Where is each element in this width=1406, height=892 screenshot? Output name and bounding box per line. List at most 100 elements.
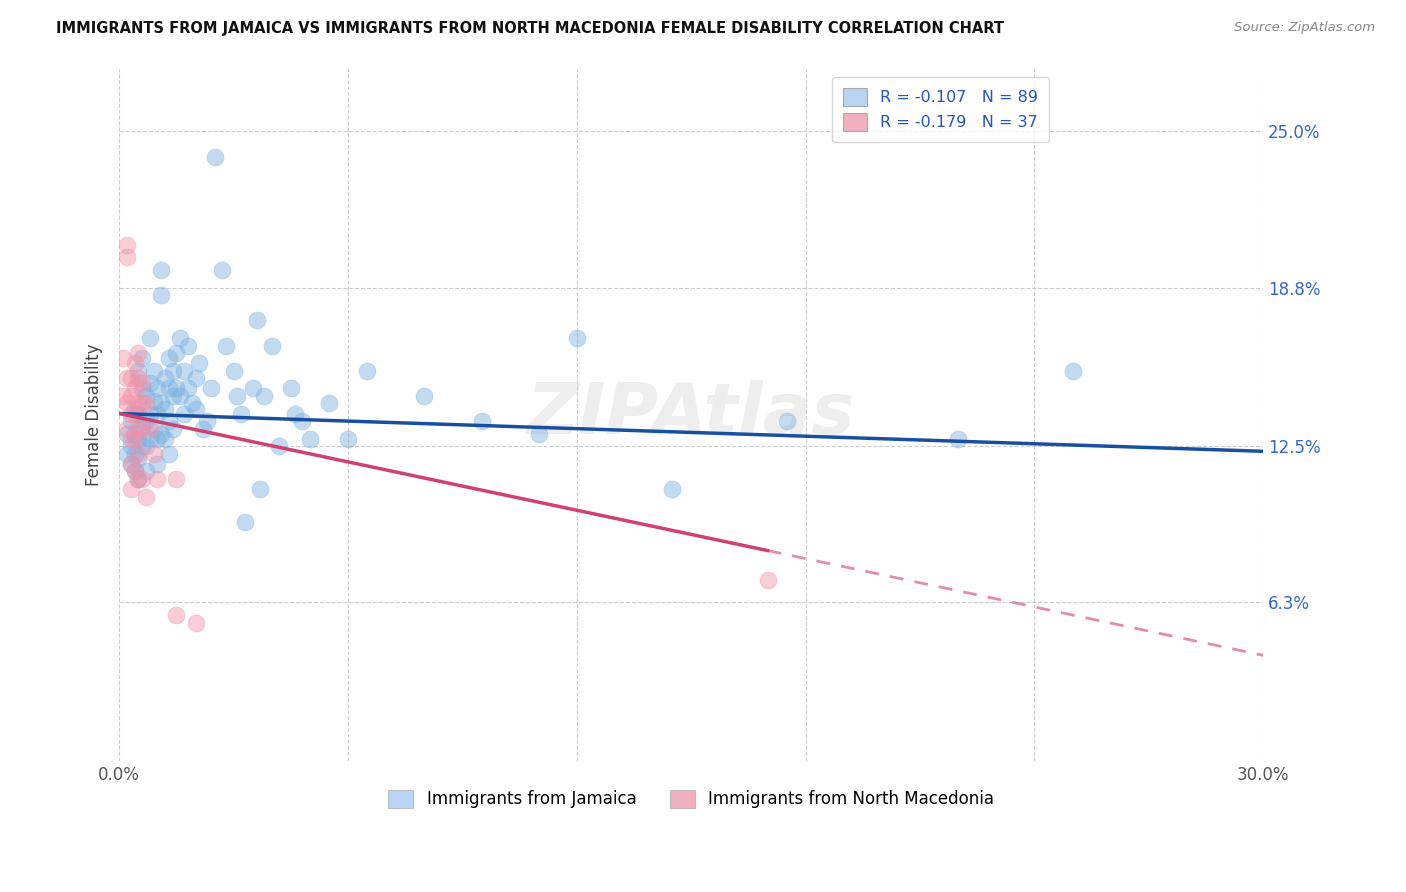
Point: [946, 432, 969, 446]
Point: [337, 432, 360, 446]
Point: [166, 472, 188, 486]
Point: [150, 396, 173, 410]
Point: [177, 338, 200, 352]
Text: IMMIGRANTS FROM JAMAICA VS IMMIGRANTS FROM NORTH MACEDONIA FEMALE DISABILITY COR: IMMIGRANTS FROM JAMAICA VS IMMIGRANTS FR…: [56, 21, 1004, 36]
Point: [153, 371, 176, 385]
Point: [153, 432, 176, 446]
Point: [139, 376, 162, 391]
Point: [124, 426, 146, 441]
Point: [120, 439, 142, 453]
Point: [120, 457, 142, 471]
Point: [226, 389, 249, 403]
Point: [135, 490, 157, 504]
Point: [135, 439, 157, 453]
Point: [127, 346, 149, 360]
Point: [184, 401, 207, 416]
Point: [115, 251, 138, 265]
Point: [135, 465, 157, 479]
Point: [280, 381, 302, 395]
Point: [1062, 364, 1084, 378]
Point: [291, 414, 314, 428]
Point: [204, 150, 226, 164]
Point: [127, 447, 149, 461]
Point: [120, 432, 142, 446]
Point: [222, 364, 245, 378]
Point: [124, 401, 146, 416]
Point: [166, 346, 188, 360]
Point: [157, 447, 180, 461]
Point: [142, 447, 165, 461]
Point: [131, 396, 153, 410]
Point: [169, 331, 191, 345]
Point: [184, 615, 207, 630]
Point: [120, 389, 142, 403]
Point: [120, 407, 142, 421]
Point: [162, 422, 184, 436]
Point: [139, 407, 162, 421]
Point: [127, 432, 149, 446]
Point: [127, 422, 149, 436]
Point: [112, 351, 135, 365]
Point: [180, 396, 202, 410]
Point: [231, 407, 253, 421]
Point: [115, 426, 138, 441]
Point: [565, 331, 588, 345]
Point: [146, 457, 169, 471]
Point: [124, 407, 146, 421]
Point: [135, 396, 157, 410]
Point: [131, 472, 153, 486]
Point: [120, 414, 142, 428]
Point: [284, 407, 307, 421]
Point: [124, 447, 146, 461]
Point: [120, 371, 142, 385]
Point: [356, 364, 378, 378]
Point: [215, 338, 238, 352]
Point: [318, 396, 340, 410]
Point: [124, 465, 146, 479]
Point: [115, 237, 138, 252]
Point: [150, 426, 173, 441]
Point: [115, 422, 138, 436]
Point: [166, 381, 188, 395]
Point: [131, 439, 153, 453]
Point: [269, 439, 291, 453]
Point: [139, 331, 162, 345]
Point: [115, 396, 138, 410]
Point: [115, 371, 138, 385]
Point: [139, 422, 162, 436]
Point: [131, 422, 153, 436]
Point: [115, 447, 138, 461]
Point: [146, 407, 169, 421]
Point: [124, 381, 146, 395]
Point: [153, 401, 176, 416]
Point: [166, 607, 188, 622]
Point: [527, 426, 550, 441]
Point: [124, 356, 146, 370]
Point: [131, 376, 153, 391]
Point: [211, 263, 233, 277]
Point: [127, 472, 149, 486]
Point: [245, 313, 267, 327]
Point: [200, 381, 222, 395]
Point: [191, 422, 214, 436]
Point: [146, 381, 169, 395]
Point: [131, 419, 153, 434]
Point: [233, 515, 256, 529]
Point: [413, 389, 436, 403]
Point: [162, 389, 184, 403]
Point: [150, 288, 173, 302]
Point: [127, 407, 149, 421]
Point: [124, 432, 146, 446]
Point: [112, 389, 135, 403]
Point: [162, 364, 184, 378]
Point: [157, 414, 180, 428]
Point: [135, 414, 157, 428]
Point: [173, 407, 195, 421]
Point: [127, 364, 149, 378]
Point: [124, 465, 146, 479]
Point: [131, 351, 153, 365]
Point: [120, 482, 142, 496]
Point: [169, 389, 191, 403]
Point: [195, 414, 218, 428]
Point: [188, 356, 211, 370]
